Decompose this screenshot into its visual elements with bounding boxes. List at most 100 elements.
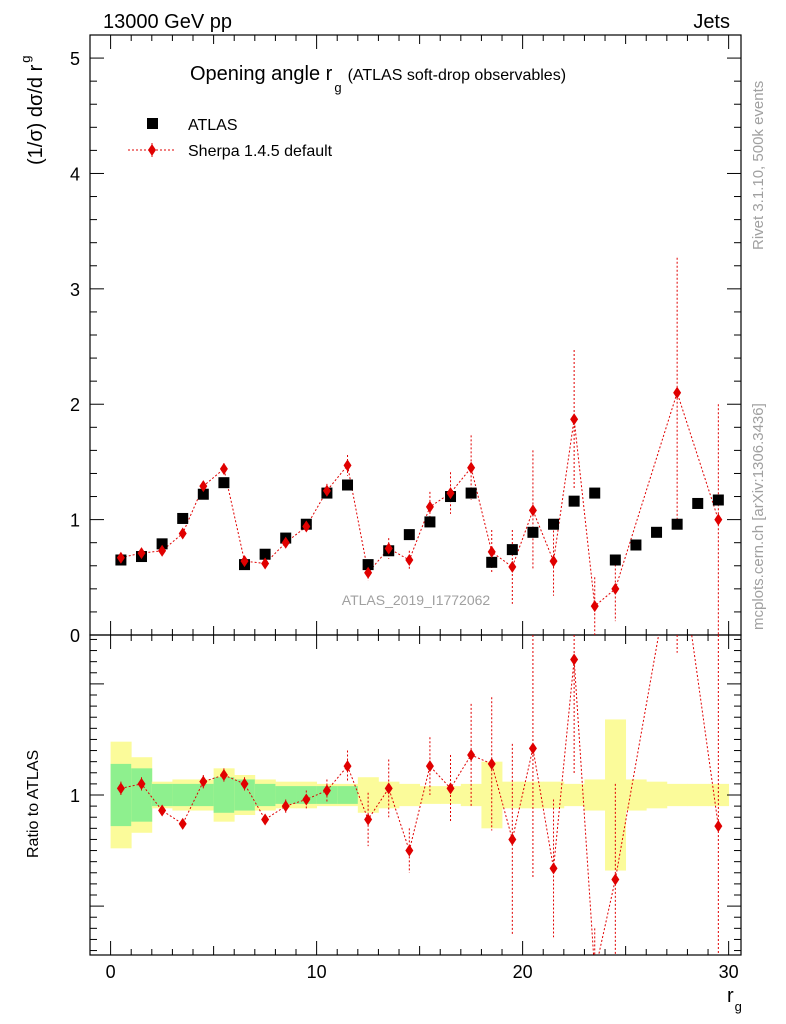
ratio-sherpa-marker xyxy=(343,760,352,773)
ratio-band-stat xyxy=(151,783,173,807)
ratio-sherpa-marker xyxy=(364,813,373,826)
sherpa-line xyxy=(120,391,719,608)
atlas-marker xyxy=(218,477,230,489)
sherpa-marker xyxy=(714,513,723,526)
sherpa-marker xyxy=(116,551,125,564)
ratio-sherpa-marker xyxy=(714,820,723,833)
atlas-marker xyxy=(671,518,683,530)
main-y-tick-label: 1 xyxy=(70,511,80,531)
ratio-band-total xyxy=(543,781,565,809)
ratio-sherpa-marker xyxy=(137,777,146,790)
x-axis-label: rg xyxy=(727,985,742,1014)
sherpa-marker xyxy=(178,527,187,540)
main-y-tick-label: 4 xyxy=(70,164,80,184)
sherpa-marker xyxy=(322,484,331,497)
atlas-marker xyxy=(506,544,518,556)
atlas-marker xyxy=(630,539,642,551)
mcplots-label: mcplots.cern.ch [arXiv:1306.3436] xyxy=(750,403,767,630)
x-axis-label-sub: g xyxy=(735,999,742,1014)
sherpa-marker xyxy=(261,557,270,570)
ratio-sherpa-marker xyxy=(549,862,558,875)
atlas-marker xyxy=(651,526,663,538)
ratio-sherpa-marker xyxy=(302,793,311,806)
ratio-band-stat xyxy=(234,779,256,811)
x-tick-label: 10 xyxy=(307,962,327,982)
ratio-sherpa-marker xyxy=(528,742,537,755)
ratio-band-stat xyxy=(131,768,153,822)
ratio-sherpa-marker xyxy=(158,804,167,817)
atlas-marker xyxy=(424,516,436,528)
ratio-band-total xyxy=(502,781,524,809)
ratio-band-total xyxy=(357,777,379,813)
plot-title-extra: (ATLAS soft-drop observables) xyxy=(348,67,566,84)
atlas-marker xyxy=(259,548,271,560)
ratio-sherpa-marker xyxy=(384,782,393,795)
ratio-bands-layer xyxy=(110,719,730,871)
sherpa-marker xyxy=(405,554,414,566)
ticks-layer: 0 10 20 30 0 1 2 3 4 5 1 xyxy=(70,34,741,982)
ratio-band-total xyxy=(460,783,482,807)
main-y-tick-label: 3 xyxy=(70,280,80,300)
ratio-band-stat xyxy=(254,783,276,807)
sherpa-marker xyxy=(240,555,249,568)
sherpa-marker xyxy=(528,504,537,517)
ratio-sherpa-marker xyxy=(611,873,620,886)
ratio-sherpa-marker xyxy=(570,653,579,666)
atlas-marker xyxy=(527,526,539,538)
ratio-band-total xyxy=(605,719,627,871)
plot-title: Opening angle rg (ATLAS soft-drop observa… xyxy=(190,63,566,95)
ratio-sherpa-marker xyxy=(116,782,125,795)
ratio-band-stat xyxy=(213,777,235,813)
x-axis-label-main: r xyxy=(727,985,734,1007)
ratio-sherpa-marker xyxy=(281,800,290,813)
analysis-label: ATLAS_2019_I1772062 xyxy=(342,592,491,608)
atlas-marker xyxy=(156,538,168,550)
ratio-sherpa-marker xyxy=(508,833,517,846)
plot-title-sub: g xyxy=(334,80,341,95)
main-y-axis-label-main: (1/σ) dσ/d r xyxy=(25,64,47,165)
x-tick-label: 30 xyxy=(719,962,739,982)
plot-title-main: Opening angle r xyxy=(190,63,333,85)
ratio-sherpa-marker xyxy=(467,749,476,761)
legend-atlas-label: ATLAS xyxy=(188,117,238,134)
sherpa-marker xyxy=(467,461,476,474)
ratio-sherpa-marker xyxy=(425,760,434,773)
ratio-band-total xyxy=(666,783,688,807)
x-tick-label: 0 xyxy=(106,962,116,982)
sherpa-marker xyxy=(425,500,434,513)
sherpa-marker xyxy=(281,536,290,549)
sherpa-marker xyxy=(487,545,496,558)
main-y-tick-label: 5 xyxy=(70,49,80,69)
sherpa-marker xyxy=(590,600,599,613)
ratio-sherpa-marker xyxy=(240,777,249,790)
ratio-y-axis-label: Ratio to ATLAS xyxy=(25,750,42,858)
legend-atlas-marker xyxy=(147,118,158,129)
ratio-sherpa-marker xyxy=(178,817,187,830)
ratio-band-total xyxy=(584,779,606,811)
sherpa-marker xyxy=(137,547,146,560)
atlas-marker xyxy=(342,479,354,491)
atlas-marker xyxy=(197,488,209,500)
ratio-sherpa-marker xyxy=(219,769,228,781)
sherpa-marker xyxy=(446,487,455,500)
atlas-marker xyxy=(362,559,374,571)
sherpa-marker xyxy=(611,582,620,595)
sherpa-marker xyxy=(302,520,311,533)
x-tick-label: 20 xyxy=(513,962,533,982)
sherpa-marker xyxy=(384,542,393,555)
rivet-label: Rivet 3.1.10, 500k events xyxy=(750,81,767,250)
ratio-band-stat xyxy=(337,786,359,804)
header-energy-label: 13000 GeV pp xyxy=(103,11,232,33)
sherpa-marker xyxy=(158,544,167,557)
ratio-band-stat xyxy=(275,786,297,804)
marks-layer xyxy=(115,257,724,955)
ratio-band-total xyxy=(646,781,668,809)
atlas-marker xyxy=(177,512,189,524)
legend-sherpa-label: Sherpa 1.4.5 default xyxy=(188,143,333,160)
frames-layer xyxy=(89,34,742,956)
atlas-marker xyxy=(568,495,580,507)
atlas-marker xyxy=(692,497,704,509)
atlas-marker xyxy=(403,529,415,541)
atlas-marker xyxy=(609,554,621,566)
